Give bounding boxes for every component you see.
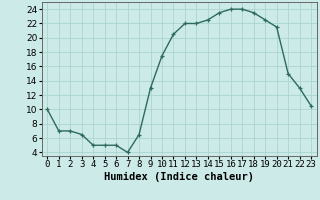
- X-axis label: Humidex (Indice chaleur): Humidex (Indice chaleur): [104, 172, 254, 182]
